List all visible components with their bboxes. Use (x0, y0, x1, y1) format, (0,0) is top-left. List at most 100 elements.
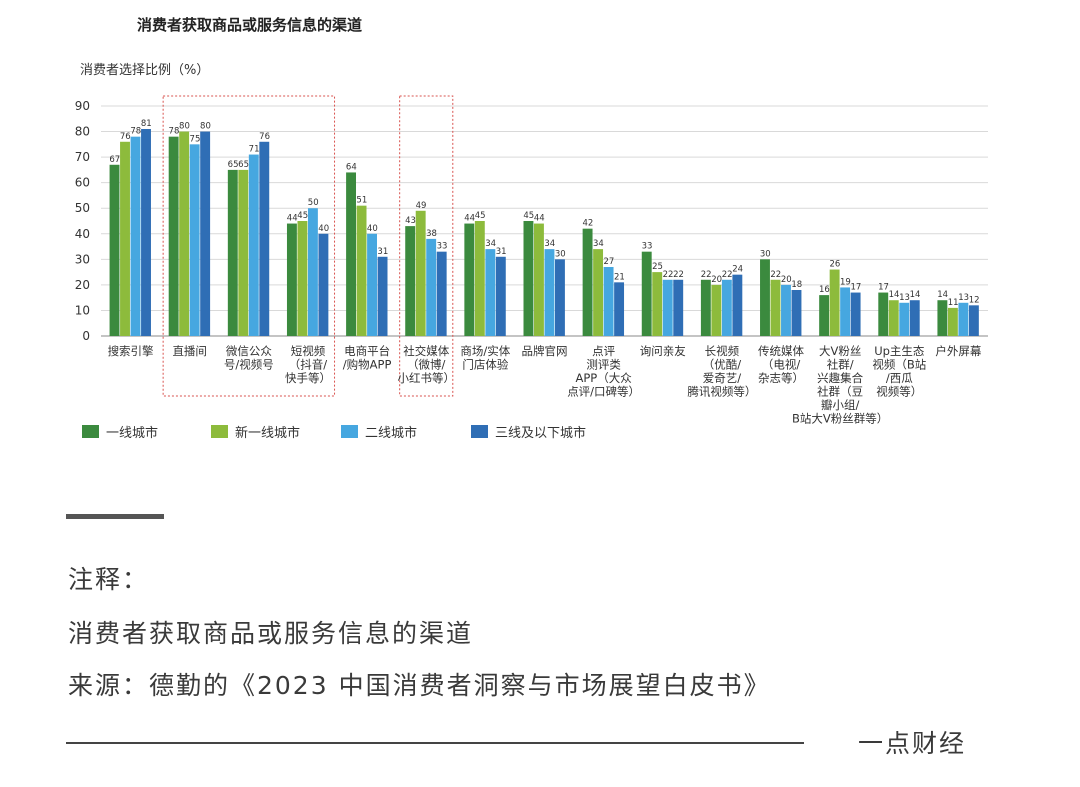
bar (614, 282, 625, 336)
data-label: 45 (297, 211, 308, 221)
category-label: 直播间 (172, 344, 207, 358)
data-label: 44 (287, 214, 298, 224)
data-label: 34 (544, 239, 555, 249)
data-label: 43 (405, 216, 416, 226)
bar (534, 223, 544, 336)
bar (829, 269, 840, 336)
notes-description: 消费者获取商品或服务信息的渠道 (68, 619, 474, 648)
notes-source: 来源：德勤的《2023 中国消费者洞察与市场展望白皮书》 (68, 671, 771, 700)
bar (947, 307, 958, 336)
legend-label: 一线城市 (106, 425, 158, 441)
data-label: 34 (593, 239, 604, 249)
bar (899, 302, 910, 336)
category-label: 快手等） (285, 371, 331, 385)
data-label: 33 (437, 242, 448, 252)
category-label: （优酷/ (703, 358, 741, 372)
data-label: 45 (475, 211, 486, 221)
y-tick-label: 50 (75, 201, 90, 215)
bar (603, 267, 614, 336)
chart-title: 消费者获取商品或服务信息的渠道 (137, 16, 362, 34)
bar (711, 284, 722, 336)
bar (781, 284, 791, 336)
category-label: 视频等） (876, 385, 922, 399)
legend-swatch (82, 425, 99, 438)
bar (485, 249, 496, 336)
data-label: 14 (910, 290, 921, 300)
bar (474, 221, 485, 336)
category-label: 测评类 (586, 358, 621, 372)
bar (937, 300, 948, 336)
y-axis-label: 消费者选择比例（%） (80, 63, 209, 78)
bar (495, 256, 506, 336)
data-label: 11 (948, 298, 959, 308)
data-label: 42 (582, 219, 593, 229)
data-label: 64 (346, 162, 357, 172)
category-label: 腾讯视频等） (687, 385, 756, 399)
bar (770, 279, 781, 336)
category-label: Up主生态 (874, 344, 925, 358)
bar (318, 233, 329, 336)
bar (641, 251, 652, 336)
data-label: 38 (426, 229, 437, 239)
category-label: 兴趣集合 (817, 371, 863, 385)
data-label: 45 (523, 211, 534, 221)
legend-label: 二线城市 (365, 425, 417, 441)
data-label: 13 (899, 293, 910, 303)
data-label: 22 (770, 270, 781, 280)
category-label: 门店体验 (462, 358, 508, 372)
bar (227, 169, 238, 336)
bar (356, 205, 367, 336)
legend-swatch (211, 425, 228, 438)
category-label: 商场/实体 (460, 344, 510, 358)
bar (850, 292, 861, 336)
y-tick-label: 10 (75, 303, 90, 317)
bar (189, 144, 200, 336)
category-label: 电商平台 (344, 344, 390, 358)
bar (130, 136, 141, 336)
data-label: 80 (200, 122, 211, 132)
highlight-box (399, 95, 454, 397)
bar (760, 259, 770, 336)
data-label: 22 (673, 270, 684, 280)
bar (168, 136, 179, 336)
data-label: 24 (732, 265, 743, 275)
category-label: 搜索引擎 (108, 344, 154, 358)
data-label: 44 (534, 214, 545, 224)
y-tick-label: 20 (75, 278, 90, 292)
data-label: 75 (190, 134, 201, 144)
data-label: 22 (663, 270, 674, 280)
data-label: 20 (711, 275, 722, 285)
bar (286, 223, 297, 336)
category-label: 爱奇艺/ (703, 371, 741, 385)
data-label: 80 (179, 122, 190, 132)
chart: 消费者获取商品或服务信息的渠道 消费者选择比例（%） 0 10 20 30 40 50 60… (75, 16, 988, 441)
data-label: 22 (722, 270, 733, 280)
bar (662, 279, 673, 336)
bar (297, 221, 308, 336)
bar (109, 164, 120, 336)
notes-accent-bar (66, 514, 164, 519)
data-label: 21 (614, 272, 625, 282)
category-label: 长视频 (705, 344, 740, 358)
data-label: 14 (889, 290, 900, 300)
category-label: 小红书等） (397, 371, 455, 385)
category-label: 品牌官网 (522, 344, 568, 358)
data-label: 71 (249, 145, 260, 155)
bar (700, 279, 711, 336)
category-label: 杂志等） (758, 371, 804, 385)
data-label: 13 (958, 293, 969, 303)
y-tick-label: 70 (75, 150, 90, 164)
data-label: 14 (937, 290, 948, 300)
y-tick-label: 0 (82, 329, 90, 343)
data-label: 40 (318, 224, 329, 234)
bar (141, 129, 151, 336)
category-label: 社交媒体 (403, 344, 449, 358)
data-label: 31 (496, 247, 507, 257)
category-label: （电视/ (762, 358, 800, 372)
data-label: 78 (130, 127, 141, 137)
notes-heading: 注释： (68, 565, 150, 594)
category-label: 户外屏幕 (935, 344, 981, 358)
data-label: 18 (791, 280, 802, 290)
bar (346, 172, 356, 336)
bar (436, 251, 447, 336)
